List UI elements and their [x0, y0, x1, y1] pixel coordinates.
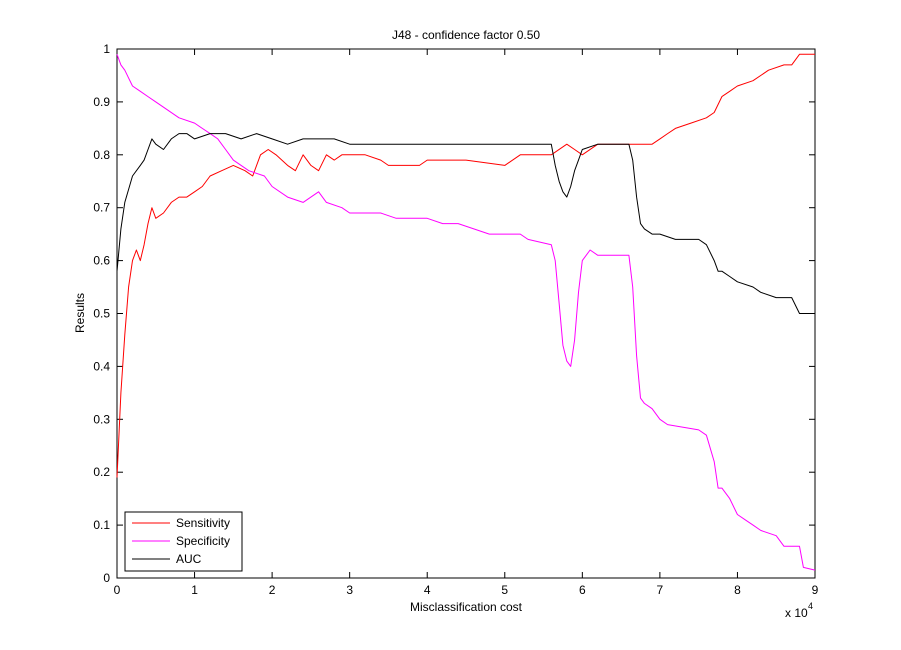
series-line-specificity: [116, 54, 816, 571]
x-tick-label: 8: [734, 583, 741, 597]
legend-label-auc: AUC: [176, 552, 202, 566]
y-tick-label: 0.2: [93, 465, 110, 479]
x-tick-label: 7: [657, 583, 664, 597]
x-tick-label: 9: [812, 583, 819, 597]
series-line-sensitivity: [116, 53, 815, 478]
y-tick-label: 0.8: [93, 148, 110, 162]
legend-label-specificity: Specificity: [176, 534, 230, 548]
x-tick-label: 2: [269, 583, 276, 597]
y-tick-label: 0.6: [93, 254, 110, 268]
series-lines: [116, 53, 816, 571]
x-tick-label: 6: [579, 583, 586, 597]
legend: Sensitivity Specificity AUC: [124, 511, 243, 572]
x-multiplier-base: x 10: [785, 606, 808, 620]
y-tick-label: 1: [103, 42, 110, 56]
axis-ticks: 0 1 2 3 4 5 6 7 8 9 0 0.1 0.2 0.3 0.4 0.5 0.6 0.7 0.8 0.9 1: [93, 42, 818, 597]
series-line-auc: [116, 133, 815, 314]
y-tick-label: 0.4: [93, 359, 110, 373]
y-tick-label: 0.1: [93, 518, 110, 532]
x-tick-label: 0: [114, 583, 121, 597]
legend-label-sensitivity: Sensitivity: [176, 516, 230, 530]
x-axis-multiplier: x 10 4: [785, 601, 813, 620]
chart-title: J48 - confidence factor 0.50: [392, 28, 540, 42]
y-tick-label: 0.9: [93, 95, 110, 109]
y-tick-label: 0: [103, 571, 110, 585]
y-tick-label: 0.5: [93, 307, 110, 321]
x-tick-label: 1: [191, 583, 198, 597]
x-axis-label: Misclassification cost: [410, 600, 523, 614]
x-tick-label: 5: [501, 583, 508, 597]
x-tick-label: 4: [424, 583, 431, 597]
plot-area: [116, 48, 816, 579]
y-axis-label: Results: [73, 293, 87, 333]
x-tick-label: 3: [346, 583, 353, 597]
x-multiplier-exponent: 4: [808, 601, 813, 611]
y-tick-label: 0.7: [93, 201, 110, 215]
y-tick-label: 0.3: [93, 412, 110, 426]
